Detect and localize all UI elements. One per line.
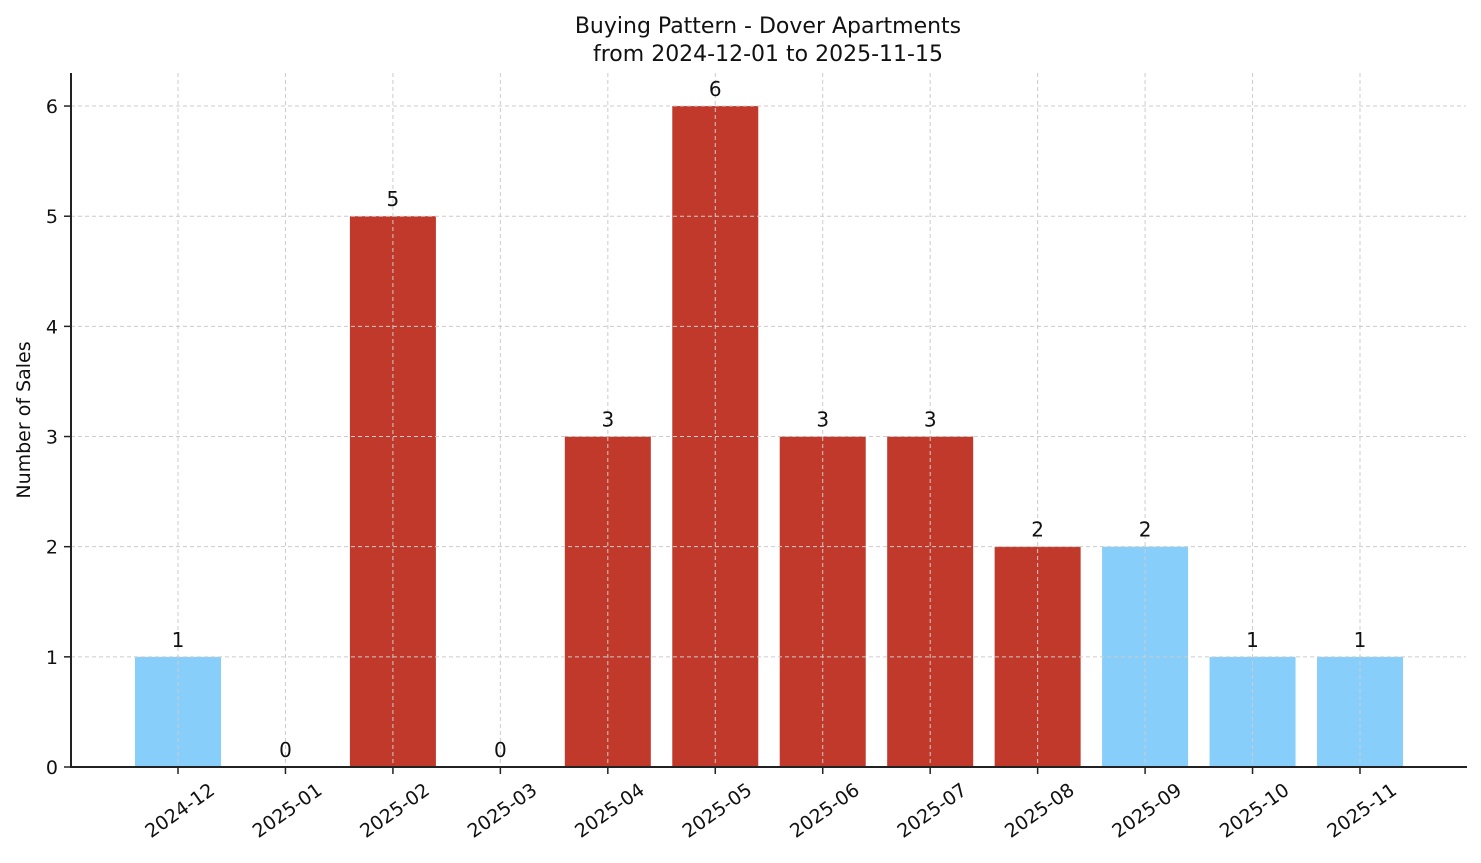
y-axis-ticks: 0 1 2 3 4 5 6 bbox=[46, 96, 71, 779]
bar-value-label: 1 bbox=[1354, 628, 1367, 652]
x-tick-label: 2025-06 bbox=[786, 779, 864, 843]
y-axis-label: Number of Sales bbox=[13, 341, 35, 498]
x-tick-label: 2025-02 bbox=[356, 779, 434, 843]
x-tick-label: 2025-11 bbox=[1323, 779, 1401, 843]
x-tick-label: 2025-09 bbox=[1108, 779, 1186, 843]
y-tick-label: 0 bbox=[46, 757, 58, 779]
bar-value-label: 5 bbox=[387, 187, 400, 211]
bar-value-label: 3 bbox=[816, 408, 829, 432]
chart-title: Buying Pattern - Dover Apartments bbox=[575, 14, 961, 39]
y-tick-label: 3 bbox=[46, 427, 58, 449]
chart-subtitle: from 2024-12-01 to 2025-11-15 bbox=[593, 42, 943, 67]
bar-value-label: 6 bbox=[709, 77, 722, 101]
bar-value-label: 0 bbox=[494, 738, 507, 762]
x-tick-label: 2025-03 bbox=[464, 779, 542, 843]
y-tick-label: 6 bbox=[46, 96, 58, 118]
bar-value-label: 2 bbox=[1139, 518, 1152, 542]
bar-value-label: 0 bbox=[279, 738, 292, 762]
bar-value-label: 3 bbox=[601, 408, 614, 432]
x-tick-label: 2025-08 bbox=[1001, 779, 1079, 843]
x-tick-label: 2025-05 bbox=[678, 779, 756, 843]
y-tick-label: 4 bbox=[46, 316, 58, 338]
x-tick-label: 2024-12 bbox=[141, 779, 219, 843]
bar-value-label: 3 bbox=[924, 408, 937, 432]
y-tick-label: 1 bbox=[46, 647, 58, 669]
x-tick-label: 2025-01 bbox=[249, 779, 327, 843]
x-tick-label: 2025-04 bbox=[571, 779, 649, 843]
y-tick-label: 2 bbox=[46, 537, 58, 559]
bar-value-label: 1 bbox=[172, 628, 185, 652]
bar-value-label: 1 bbox=[1246, 628, 1259, 652]
bar-value-label: 2 bbox=[1031, 518, 1044, 542]
x-tick-label: 2025-07 bbox=[893, 779, 971, 843]
y-tick-label: 5 bbox=[46, 206, 58, 228]
x-axis-ticks: 2024-12 2025-01 2025-02 2025-03 2025-04 2025-… bbox=[141, 767, 1401, 843]
x-tick-label: 2025-10 bbox=[1216, 779, 1294, 843]
